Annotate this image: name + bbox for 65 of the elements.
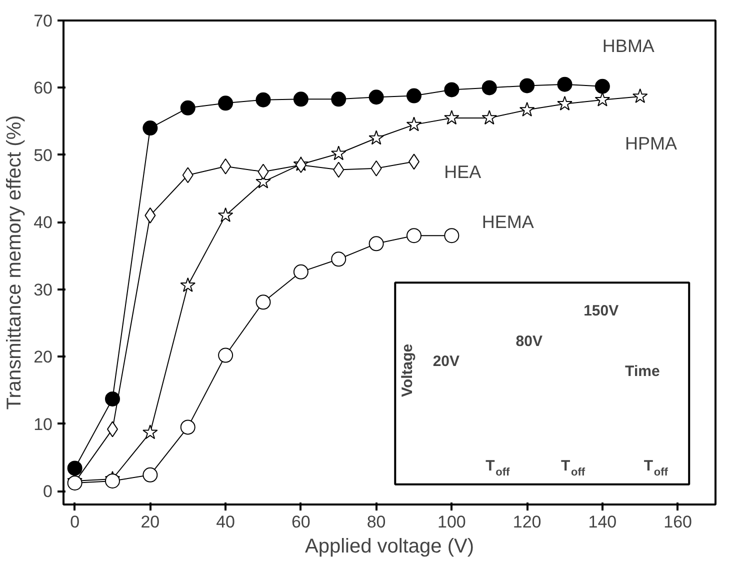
x-tick-label: 100 [438, 512, 466, 532]
x-tick-label: 160 [664, 512, 692, 532]
y-tick-label: 60 [34, 78, 53, 98]
point [557, 76, 572, 92]
y-tick-label: 10 [34, 414, 53, 434]
point [218, 207, 234, 222]
annotation: 20V [432, 353, 460, 370]
point [594, 92, 610, 106]
point [218, 96, 234, 111]
x-tick-label: 40 [216, 512, 236, 532]
point [519, 102, 535, 116]
annotation: Voltage [398, 344, 416, 397]
point [368, 130, 384, 145]
point [632, 88, 648, 104]
point [142, 120, 158, 136]
x-tick-label: 120 [512, 512, 542, 532]
y-tick-label: 30 [34, 280, 53, 300]
point [104, 473, 120, 488]
point [104, 391, 120, 406]
x-tick-label: 60 [291, 512, 310, 532]
y-tick-label: 0 [43, 482, 53, 502]
x-tick-label: 140 [588, 512, 617, 532]
y-axis-title: Transmittance memory effect (%) [4, 115, 26, 410]
point [330, 146, 346, 160]
point [180, 100, 196, 116]
point [406, 88, 422, 104]
y-tick-label: 50 [34, 146, 53, 165]
point [180, 277, 196, 292]
point [594, 78, 610, 94]
series-label: HBMA [602, 36, 654, 56]
series-label: HEA [444, 162, 482, 182]
point [482, 110, 498, 125]
x-tick-label: 80 [366, 512, 386, 532]
y-tick-label: 40 [34, 213, 53, 232]
point [406, 116, 422, 132]
point [520, 78, 535, 94]
point [331, 252, 346, 267]
point [444, 228, 460, 244]
point [67, 460, 82, 476]
point [293, 264, 308, 280]
annotation: Time [625, 363, 660, 380]
point [557, 96, 572, 110]
annotation: 150V [584, 302, 619, 320]
y-tick-label: 20 [34, 348, 53, 367]
point [142, 424, 158, 440]
point [256, 294, 271, 310]
x-axis-title: Applied voltage (V) [305, 536, 474, 558]
point [444, 110, 460, 125]
point [482, 80, 497, 96]
point [256, 92, 271, 108]
series-label: HPMA [625, 134, 678, 154]
series-label: HEMA [482, 212, 534, 232]
point [406, 228, 422, 244]
x-tick-label: 0 [70, 512, 80, 532]
point [368, 236, 384, 252]
point [293, 92, 308, 107]
point [368, 90, 384, 105]
point [180, 420, 196, 435]
y-tick-label: 70 [34, 12, 53, 30]
point [331, 92, 346, 107]
x-tick-label: 20 [140, 512, 160, 532]
annotation: 80V [516, 332, 542, 350]
point [142, 467, 158, 482]
point [218, 348, 234, 363]
point [444, 82, 460, 98]
